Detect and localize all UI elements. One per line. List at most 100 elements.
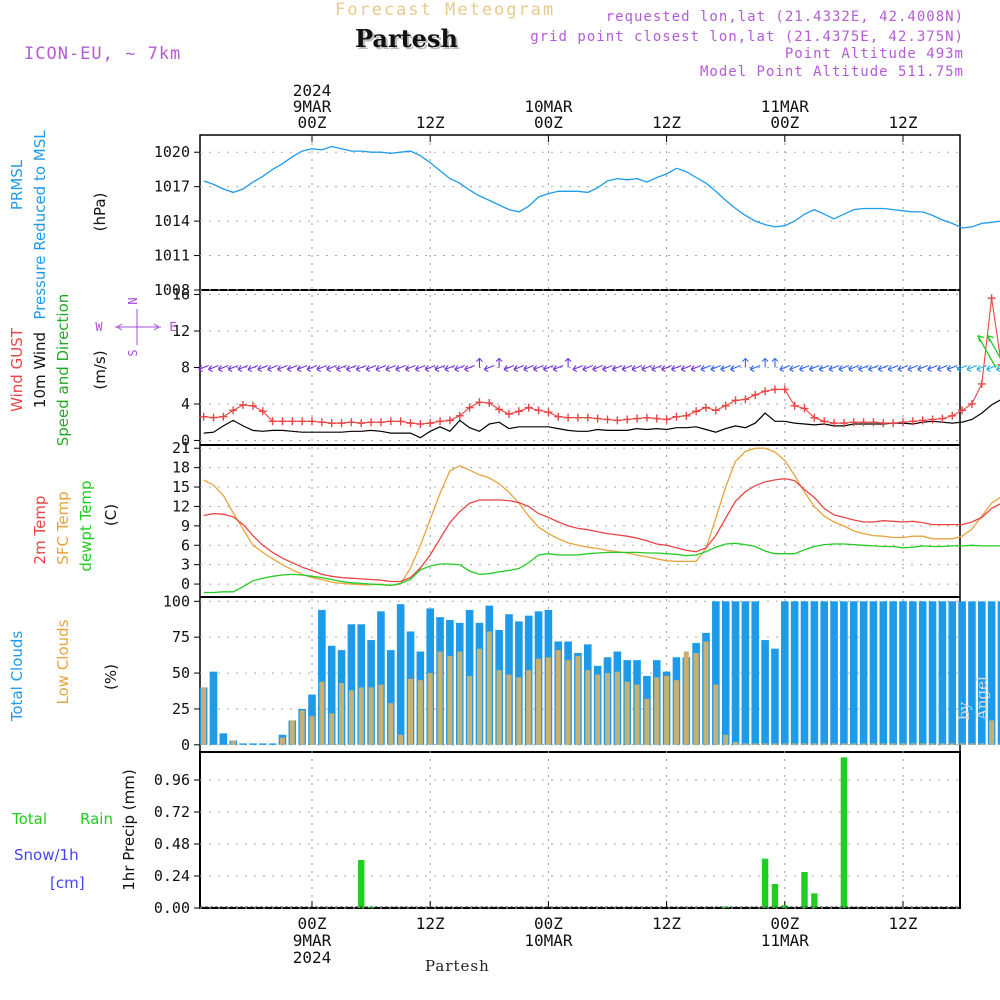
low-clouds-bar — [880, 743, 886, 745]
low-clouds-bar — [870, 743, 876, 745]
gust-marker — [337, 419, 346, 428]
model-label: ICON-EU, ~ 7km — [24, 44, 182, 64]
gust-marker — [642, 413, 651, 422]
y-tick-label: 0 — [181, 431, 190, 449]
gust-marker — [623, 415, 632, 424]
y-tick-label: 9 — [181, 517, 190, 535]
wind-direction-arrow — [927, 364, 938, 372]
wind-direction-arrow — [306, 364, 318, 372]
low-clouds-bar — [447, 655, 453, 745]
gust-marker — [573, 413, 582, 422]
gust-marker — [948, 411, 957, 420]
gust-marker — [761, 387, 770, 396]
low-clouds-bar — [388, 703, 394, 745]
low-clouds-bar — [299, 710, 305, 745]
gust-marker — [751, 390, 760, 399]
pressure-line — [203, 145, 1000, 229]
dewpt-line — [203, 542, 1000, 594]
total-clouds-bar — [987, 601, 996, 745]
low-clouds-bar — [713, 684, 719, 745]
wind-direction-arrow — [564, 357, 572, 368]
y-tick-label: 3 — [181, 556, 190, 574]
rain-label: Rain — [80, 810, 113, 828]
snow-unit-label: [cm] — [50, 874, 85, 892]
wind-direction-arrow — [572, 364, 584, 372]
gust-marker — [455, 411, 464, 420]
low-clouds-bar — [733, 741, 739, 745]
wind-direction-arrow — [838, 364, 850, 372]
top-time-label: 12Z — [652, 113, 681, 132]
wind-speed-line — [203, 399, 1000, 439]
wind-direction-arrow — [710, 364, 722, 372]
gust-marker — [485, 399, 494, 408]
credit-watermark: by Angel — [955, 676, 991, 720]
gust-marker — [633, 414, 642, 423]
gust-marker — [977, 379, 986, 388]
gust-marker — [209, 413, 218, 422]
gust-marker — [288, 417, 297, 426]
gust-marker — [908, 417, 917, 426]
wind-direction-arrow — [345, 364, 357, 372]
total-clouds-bar — [889, 601, 897, 745]
gust-marker — [376, 418, 385, 427]
gust-marker — [682, 411, 691, 420]
low-clouds-bar — [979, 743, 985, 745]
rain-bar — [840, 757, 848, 908]
low-clouds-bar — [752, 743, 758, 745]
model-point-altitude: Model Point Altitude 511.75m — [699, 64, 964, 80]
low-clouds-bar — [408, 678, 413, 745]
gust-marker — [839, 419, 848, 428]
gust-marker — [938, 414, 947, 423]
total-clouds-bar — [869, 601, 878, 745]
wind-direction-arrow — [208, 364, 219, 372]
wind-direction-arrow — [761, 357, 769, 368]
wind-direction-arrow — [661, 364, 672, 372]
bottom-time-label: 00Z — [534, 914, 563, 933]
low-clouds-bar — [417, 680, 423, 745]
low-clouds-bar — [664, 675, 670, 745]
total-clouds-bar — [751, 601, 760, 745]
low-clouds-bar — [930, 743, 936, 745]
low-clouds-bar — [555, 650, 561, 745]
total-clouds-bar — [968, 601, 976, 745]
meteogram-title: Forecast Meteogram — [335, 0, 556, 20]
wind-direction-arrow — [641, 364, 653, 372]
low-clouds-bar — [457, 651, 463, 745]
bottom-time-label: 12Z — [889, 914, 918, 933]
wind-direction-arrow — [495, 357, 503, 368]
total-clouds-bar — [721, 601, 730, 745]
rain-bar — [358, 860, 365, 908]
gust-marker — [830, 419, 839, 428]
compass-west: W — [95, 320, 103, 334]
y-tick-label: 0.00 — [154, 899, 190, 917]
total-clouds-bar — [978, 601, 986, 745]
requested-coordinates: requested lon,lat (21.4332E, 42.4008N) — [605, 9, 964, 25]
gust-marker — [505, 410, 513, 418]
bottom-time-label: 12Z — [416, 914, 445, 933]
total-clouds-bar — [741, 601, 750, 745]
gust-marker — [426, 419, 435, 428]
wind-direction-arrow — [336, 364, 347, 372]
rain-bar — [801, 872, 808, 908]
gust-marker — [268, 417, 277, 426]
total-clouds-bar — [268, 743, 277, 745]
low-clouds-bar — [516, 677, 522, 745]
low-clouds-bar — [378, 684, 384, 745]
total-clouds-bar — [820, 601, 828, 745]
total-clouds-bar — [909, 601, 917, 745]
wind-unit-label: (m/s) — [91, 350, 109, 389]
wind-direction-arrow — [611, 364, 623, 372]
low-clouds-label: Low Clouds — [54, 619, 72, 704]
wind-direction-arrow — [395, 364, 406, 372]
wind-direction-arrow — [602, 364, 613, 372]
low-clouds-bar — [693, 652, 699, 745]
low-clouds-bar — [427, 673, 433, 745]
gust-marker — [593, 414, 602, 423]
gust-marker — [445, 416, 454, 425]
y-tick-label: 8 — [181, 359, 190, 377]
gust-marker — [820, 417, 829, 426]
gust-marker — [928, 415, 937, 424]
low-clouds-bar — [201, 687, 207, 745]
wind-direction-arrow — [434, 364, 446, 372]
wind-direction-arrow — [977, 334, 997, 368]
